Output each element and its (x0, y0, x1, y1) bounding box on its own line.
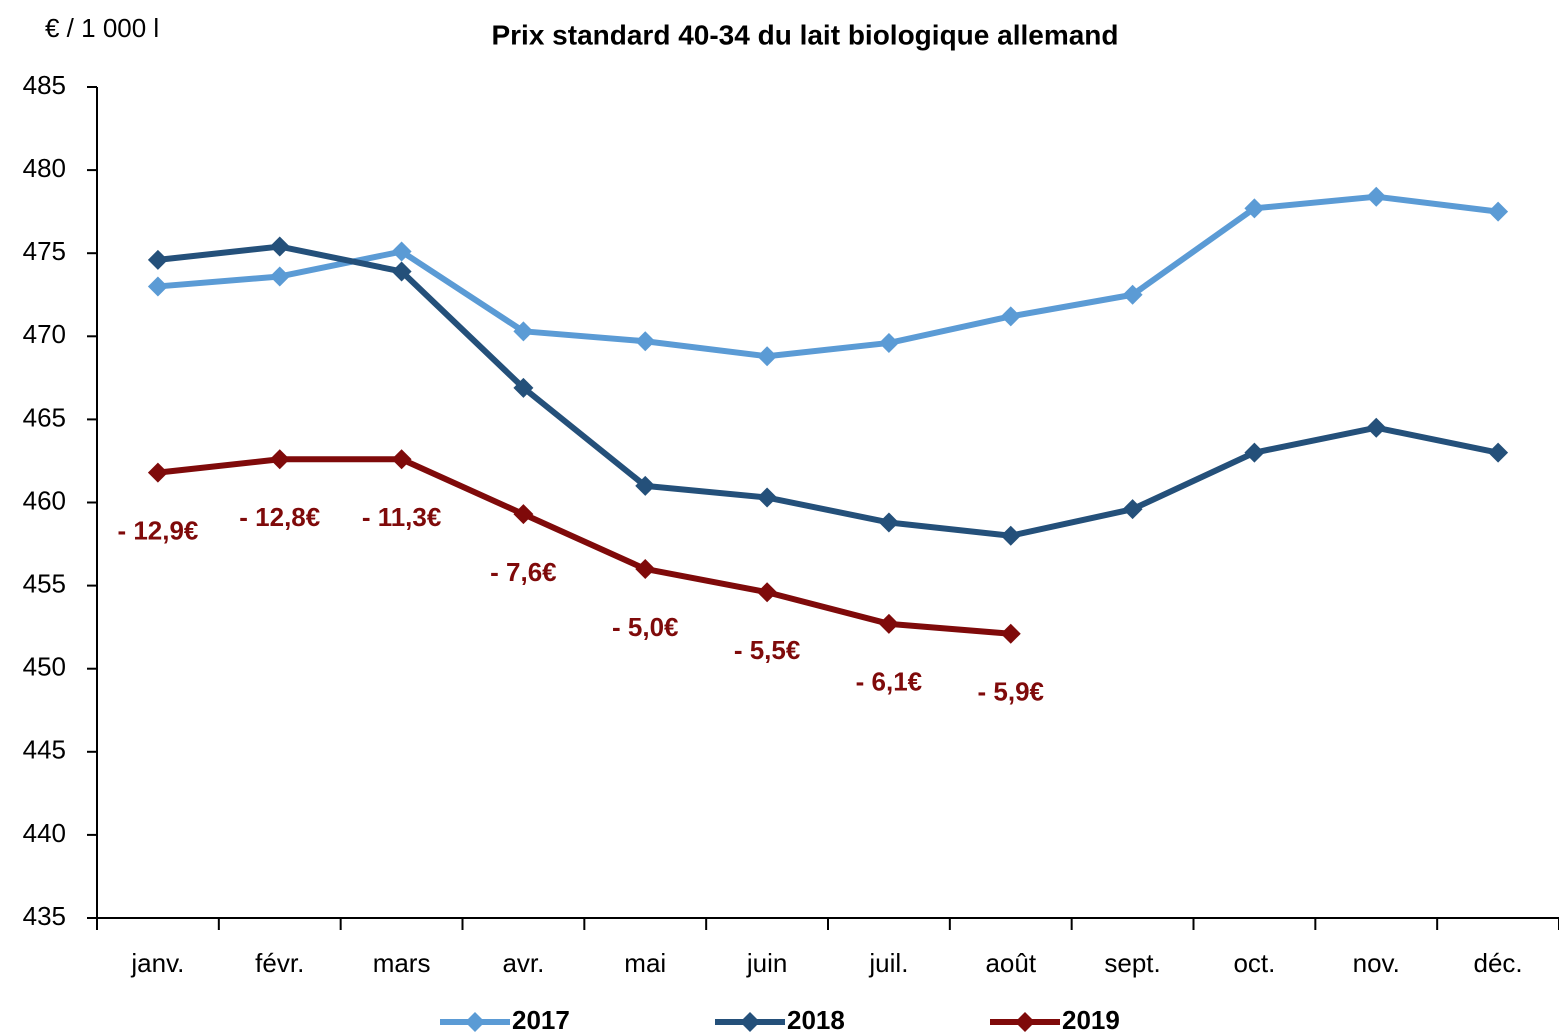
x-tick-label: nov. (1353, 948, 1400, 978)
annotation: - 7,6€ (490, 557, 557, 587)
x-tick-label: mars (373, 948, 431, 978)
point-marker (1244, 198, 1265, 219)
point-marker (269, 236, 290, 257)
x-tick-label: juil. (868, 948, 908, 978)
point-marker (1366, 417, 1387, 438)
point-marker (391, 449, 412, 470)
series-line (157, 243, 1499, 539)
annotation: - 12,9€ (117, 515, 198, 545)
annotation: - 12,8€ (239, 502, 320, 532)
point-marker (513, 377, 534, 398)
point-marker (147, 462, 168, 483)
point-marker (1488, 201, 1509, 222)
point-marker (391, 241, 412, 262)
annotation: - 5,9€ (978, 677, 1045, 707)
x-tick-label: mai (624, 948, 666, 978)
legend-marker (740, 1012, 760, 1032)
y-tick-label: 450 (23, 652, 66, 682)
annotation: - 6,1€ (856, 667, 923, 697)
x-tick-label: sept. (1104, 948, 1160, 978)
point-marker (1000, 525, 1021, 546)
chart-title: Prix standard 40-34 du lait biologique a… (491, 19, 1118, 50)
point-marker (1244, 442, 1265, 463)
point-marker (1122, 499, 1143, 520)
point-marker (878, 613, 899, 634)
x-tick-label: août (985, 948, 1036, 978)
annotation: - 5,0€ (612, 612, 679, 642)
y-tick-label: 460 (23, 485, 66, 515)
x-tick-label: avr. (502, 948, 544, 978)
point-marker (147, 276, 168, 297)
x-tick-label: févr. (255, 948, 304, 978)
y-axis-label: € / 1 000 l (45, 13, 159, 43)
legend-label: 2018 (787, 1005, 845, 1035)
legend-label: 2019 (1062, 1005, 1120, 1035)
y-tick-label: 435 (23, 901, 66, 931)
legend-label: 2017 (512, 1005, 570, 1035)
x-tick-label: janv. (130, 948, 184, 978)
point-marker (878, 512, 899, 533)
annotation: - 11,3€ (362, 502, 442, 532)
x-tick-label: juin (746, 948, 787, 978)
point-marker (635, 558, 656, 579)
point-marker (513, 321, 534, 342)
point-marker (269, 266, 290, 287)
point-marker (1000, 623, 1021, 644)
point-marker (1488, 442, 1509, 463)
y-tick-label: 455 (23, 568, 66, 598)
point-marker (1122, 284, 1143, 305)
y-tick-label: 485 (23, 70, 66, 100)
point-marker (1000, 306, 1021, 327)
point-marker (513, 504, 534, 525)
annotation: - 5,5€ (734, 635, 801, 665)
legend-marker (465, 1012, 485, 1032)
point-marker (635, 475, 656, 496)
y-tick-label: 440 (23, 818, 66, 848)
series-line (157, 456, 1011, 637)
y-tick-label: 465 (23, 402, 66, 432)
y-tick-label: 480 (23, 153, 66, 183)
series-line (157, 193, 1499, 360)
point-marker (757, 487, 778, 508)
x-tick-label: oct. (1233, 948, 1275, 978)
point-marker (391, 261, 412, 282)
point-marker (269, 449, 290, 470)
point-marker (635, 331, 656, 352)
y-tick-label: 470 (23, 319, 66, 349)
point-marker (1366, 186, 1387, 207)
point-marker (878, 332, 899, 353)
point-marker (147, 249, 168, 270)
legend-marker (1015, 1012, 1035, 1032)
y-tick-label: 445 (23, 735, 66, 765)
point-marker (757, 582, 778, 603)
y-tick-label: 475 (23, 236, 66, 266)
x-tick-label: déc. (1474, 948, 1523, 978)
point-marker (757, 346, 778, 367)
